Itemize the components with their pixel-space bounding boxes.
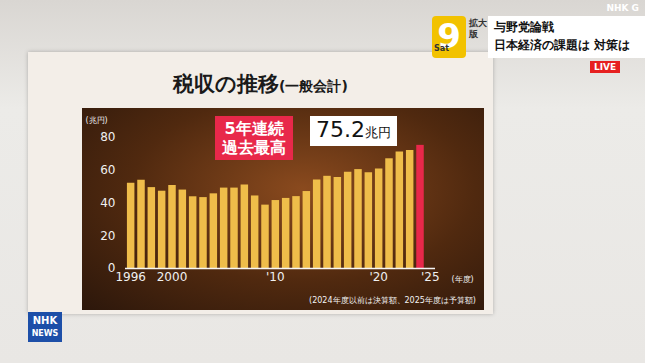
svg-text:60: 60 (100, 163, 115, 177)
svg-text:'10: '10 (266, 270, 285, 284)
html-text:LIVE: LIVE (594, 62, 617, 72)
svg-text:2000: 2000 (157, 270, 188, 284)
svg-text:0: 0 (108, 261, 116, 275)
html-text:9: 9 (437, 16, 461, 56)
html-text:与野党論戦: 与野党論戦 (494, 20, 554, 34)
svg-text:1996: 1996 (115, 270, 146, 284)
html-text:NHK G: NHK G (606, 3, 639, 13)
svg-text:20: 20 (100, 229, 115, 243)
html-text:拡大版: 拡大版 (469, 18, 487, 39)
svg-text:(年度): (年度) (452, 275, 474, 284)
html-text:(2024年度以前は決算額、2025年度は予算額): (2024年度以前は決算額、2025年度は予算額) (309, 296, 476, 305)
svg-text:40: 40 (100, 196, 115, 210)
html-text:NEWS: NEWS (31, 329, 59, 338)
svg-text:'20: '20 (369, 270, 388, 284)
svg-text:'25: '25 (421, 270, 440, 284)
svg-text:80: 80 (100, 130, 115, 144)
html-text:75.2兆円: 75.2兆円 (316, 117, 391, 142)
html-text:Sat: Sat (434, 44, 449, 53)
html-text:5年連続 過去最高: 5年連続 過去最高 (222, 119, 286, 157)
html-text:NHK: NHK (32, 315, 58, 326)
html-text:税収の推移(一般会計): 税収の推移(一般会計) (173, 72, 348, 96)
svg-text:(兆円): (兆円) (86, 116, 108, 125)
html-text:日本経済の課題は 対策は: 日本経済の課題は 対策は (494, 38, 631, 52)
